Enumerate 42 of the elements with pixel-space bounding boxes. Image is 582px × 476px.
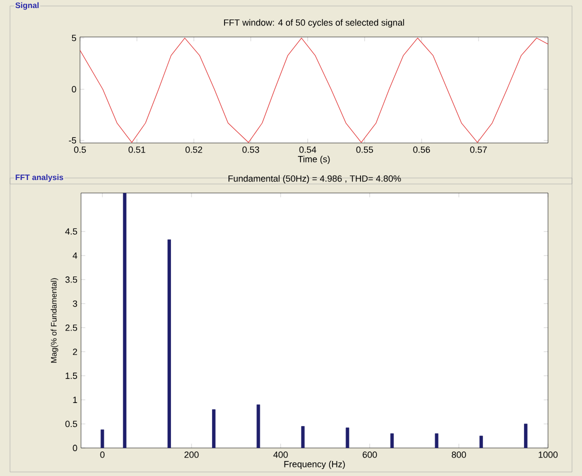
x-tick-label: 200 <box>184 452 199 458</box>
y-tick-label: 3 <box>72 300 78 307</box>
x-tick-label: 0.55 <box>356 146 374 153</box>
x-tick-label: 0.54 <box>299 146 316 153</box>
x-tick-label: 0.51 <box>128 146 146 153</box>
y-tick-label: 2.5 <box>65 324 78 331</box>
x-tick-label: 1000 <box>538 452 558 458</box>
bar <box>100 430 104 448</box>
y-tick-label: 4 <box>72 252 78 259</box>
x-axis-title: Time (s) <box>298 156 330 164</box>
x-tick-label: 600 <box>362 452 377 458</box>
chart-title: FFT window: 4 of 50 cycles of selected signal <box>224 19 404 28</box>
x-tick-label: 400 <box>273 452 288 458</box>
x-tick-label: 0.53 <box>242 146 260 153</box>
bar <box>479 436 483 448</box>
x-tick-label: 0 <box>100 452 105 458</box>
y-tick-label: 1.5 <box>66 372 78 379</box>
y-tick-label: 0 <box>72 86 76 92</box>
x-tick-label: 0.57 <box>470 146 487 153</box>
bar <box>524 424 528 448</box>
line-series <box>80 38 548 143</box>
bar <box>256 404 260 448</box>
chart-title: Fundamental (50Hz) = 4.986 , THD= 4.80% <box>228 175 401 184</box>
bar <box>434 433 438 448</box>
y-tick-label: 5 <box>72 34 76 42</box>
bar <box>122 192 126 448</box>
x-tick-label: 0.52 <box>185 146 202 153</box>
x-tick-label: 0.56 <box>413 146 430 153</box>
y-tick-label: 0 <box>72 444 78 452</box>
y-tick-label: 1 <box>73 396 78 403</box>
x-tick-label: 800 <box>452 452 466 458</box>
bar <box>168 239 171 448</box>
y-tick-label: 2 <box>72 348 78 355</box>
y-tick-label: 3.5 <box>65 276 78 283</box>
y-tick-label: 4.5 <box>65 228 78 235</box>
y-tick-label: -5 <box>68 137 76 144</box>
bar <box>212 409 216 448</box>
y-tick-label: 0.5 <box>65 420 78 428</box>
bar <box>301 426 305 448</box>
bar <box>346 428 350 448</box>
x-axis-title: Frequency (Hz) <box>284 460 345 470</box>
bar <box>390 433 394 448</box>
